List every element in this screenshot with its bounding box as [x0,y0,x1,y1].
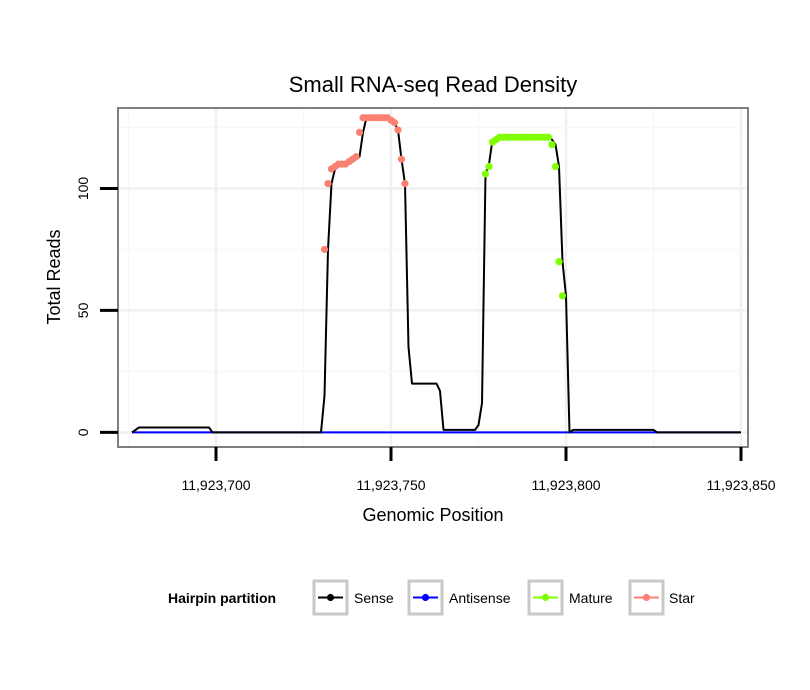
data-point-star [397,155,406,163]
data-point-star [352,153,360,161]
legend-label: Star [669,590,695,606]
data-point-mature [555,258,563,266]
data-point-star [320,245,329,254]
data-point-mature [481,170,490,178]
legend-key-point [541,593,550,602]
y-tick-label: 50 [75,302,91,318]
data-point-mature [551,162,560,171]
x-tick-label: 11,923,700 [181,477,250,493]
data-point-star [355,128,364,136]
legend-title: Hairpin partition [168,590,276,606]
data-point-mature [544,133,553,141]
data-point-star [324,180,332,188]
data-point-star [394,126,402,134]
legend: Hairpin partition Sense Antisense Mature St… [168,579,695,616]
data-point-star [401,180,409,188]
axes: 11,923,700 11,923,750 11,923,800 11,923,850… [75,177,776,493]
data-point-mature [485,162,493,171]
y-tick-label: 100 [75,177,91,201]
y-tick-label: 0 [75,428,91,436]
x-axis-title: Genomic Position [362,505,503,525]
data-point-star [390,119,399,127]
data-point-mature [548,140,556,149]
legend-label: Antisense [449,590,511,606]
x-tick-label: 11,923,800 [531,477,600,493]
y-axis-title: Total Reads [44,229,64,324]
legend-key-point [421,593,430,602]
series-layer [131,114,741,434]
legend-key-point [326,593,335,602]
x-tick-label: 11,923,750 [356,477,425,493]
chart-title: Small RNA-seq Read Density [289,72,578,97]
legend-label: Sense [354,590,394,606]
plot-panel [118,108,748,447]
x-tick-label: 11,923,850 [706,477,775,493]
panel-border [117,107,749,448]
data-point-mature [558,292,567,300]
legend-label: Mature [569,590,613,606]
legend-key-point [642,593,651,602]
